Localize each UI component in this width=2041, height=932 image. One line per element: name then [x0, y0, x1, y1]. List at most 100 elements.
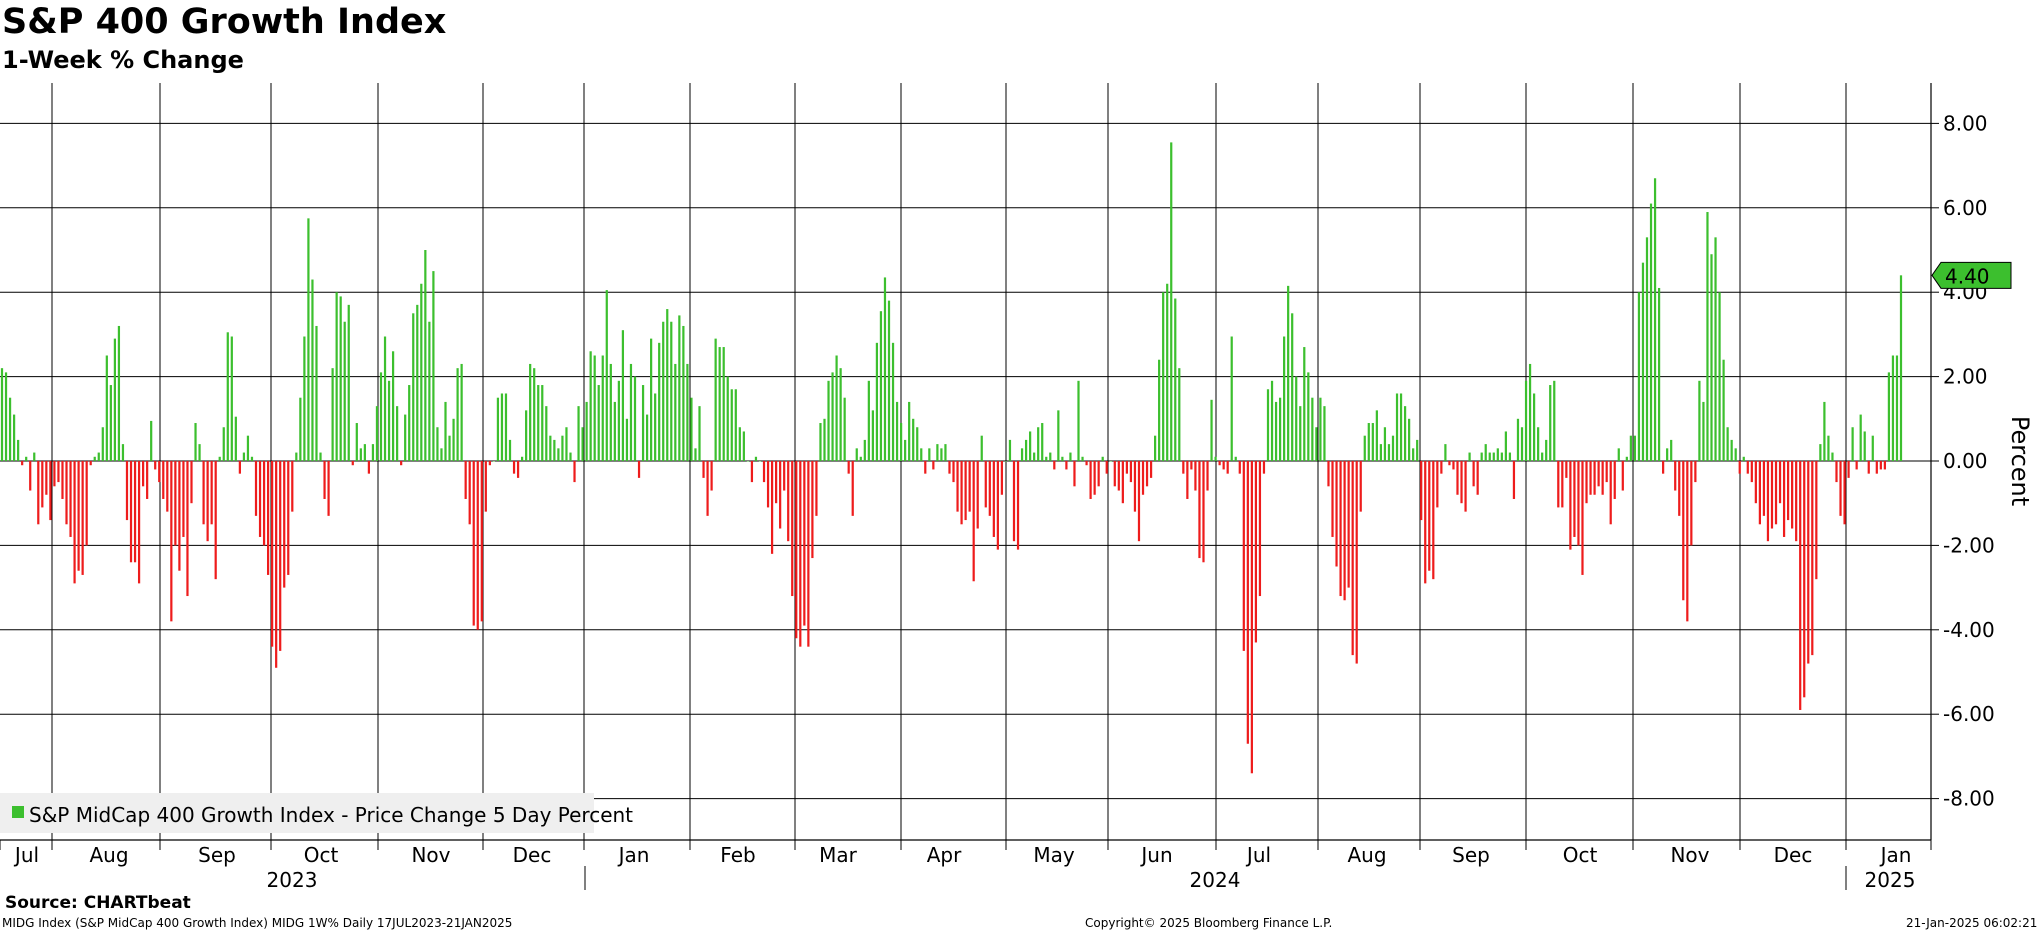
bar	[206, 461, 209, 542]
bar	[964, 461, 967, 521]
bar	[271, 461, 274, 647]
bar	[250, 456, 254, 461]
bar	[266, 461, 270, 575]
bar	[77, 461, 80, 571]
bar	[275, 461, 278, 668]
source-label: Source: CHARTbeat	[5, 893, 191, 913]
bar	[779, 461, 782, 529]
bar	[1891, 355, 1895, 461]
legend-label: S&P MidCap 400 Growth Index - Price Chan…	[29, 803, 633, 827]
bar	[1452, 461, 1455, 470]
bar	[1327, 461, 1330, 487]
bar	[1242, 461, 1245, 651]
bar	[1738, 461, 1741, 474]
bar	[1456, 461, 1459, 495]
bar	[4, 372, 8, 461]
bar	[525, 410, 528, 461]
bar	[1073, 461, 1076, 487]
bar	[1803, 461, 1806, 698]
bar	[839, 368, 842, 461]
bar	[1782, 461, 1786, 537]
x-month-label: May	[1033, 843, 1075, 867]
bar	[1674, 461, 1677, 491]
bar	[218, 456, 221, 461]
y-tick-label: 0.00	[1943, 449, 1988, 473]
bar	[178, 461, 181, 571]
bar	[1807, 461, 1810, 664]
x-month-label: Oct	[1563, 843, 1598, 867]
bar	[1508, 452, 1512, 461]
bar	[1488, 452, 1491, 461]
bar	[1633, 435, 1637, 461]
bar	[561, 435, 564, 461]
bar	[488, 461, 491, 466]
bar	[783, 461, 786, 491]
bar	[863, 439, 866, 461]
bar	[142, 461, 145, 487]
bar	[1851, 427, 1854, 461]
x-month-label: Jul	[1245, 843, 1271, 867]
bar	[1170, 142, 1173, 461]
bar	[1012, 461, 1016, 542]
x-month-label: Sep	[198, 843, 236, 867]
bar	[1819, 444, 1822, 461]
bar	[1653, 178, 1657, 461]
bar	[504, 393, 508, 461]
bar	[113, 338, 117, 461]
bar	[698, 406, 701, 461]
bar	[1093, 461, 1096, 495]
bar	[702, 461, 705, 478]
x-month-label: Mar	[819, 843, 858, 867]
bar	[637, 461, 641, 478]
bar	[1762, 461, 1766, 516]
bar	[1004, 461, 1008, 462]
bar	[1480, 452, 1483, 461]
bar	[242, 452, 246, 461]
bar	[1020, 448, 1024, 461]
bar	[1601, 461, 1604, 495]
bar	[1061, 456, 1064, 461]
bar	[1666, 448, 1669, 461]
bar	[904, 439, 907, 461]
bar	[287, 461, 290, 575]
x-month-label: Feb	[720, 843, 755, 867]
bar	[1000, 461, 1004, 495]
x-month-label: Aug	[1347, 843, 1386, 867]
bar	[976, 461, 979, 529]
bar	[154, 461, 157, 470]
bar	[734, 389, 737, 461]
bar	[129, 461, 133, 563]
bar	[516, 461, 520, 478]
bar	[1238, 461, 1241, 474]
bar	[33, 452, 36, 461]
bar	[1198, 461, 1201, 559]
bar	[359, 448, 362, 461]
bar	[1734, 448, 1737, 461]
bar	[1190, 461, 1193, 470]
bar	[1399, 393, 1403, 461]
bar	[1516, 418, 1520, 461]
bar	[609, 363, 612, 461]
bar	[315, 325, 318, 461]
bar	[645, 414, 649, 461]
bar	[549, 435, 552, 461]
bar	[589, 351, 592, 461]
bar	[871, 410, 874, 461]
bar	[323, 461, 326, 499]
bar	[1686, 461, 1689, 622]
bar	[1008, 439, 1012, 461]
bar	[956, 461, 959, 512]
bar	[855, 448, 858, 461]
bar	[1371, 423, 1374, 461]
bar	[460, 363, 463, 461]
bar	[992, 461, 995, 537]
bar	[633, 376, 637, 461]
bar	[835, 355, 838, 461]
bar	[343, 321, 346, 461]
bar	[674, 363, 677, 461]
bar	[355, 423, 358, 461]
bar	[258, 461, 262, 537]
bar	[686, 363, 689, 461]
bar	[1476, 461, 1479, 495]
bar	[895, 401, 899, 461]
